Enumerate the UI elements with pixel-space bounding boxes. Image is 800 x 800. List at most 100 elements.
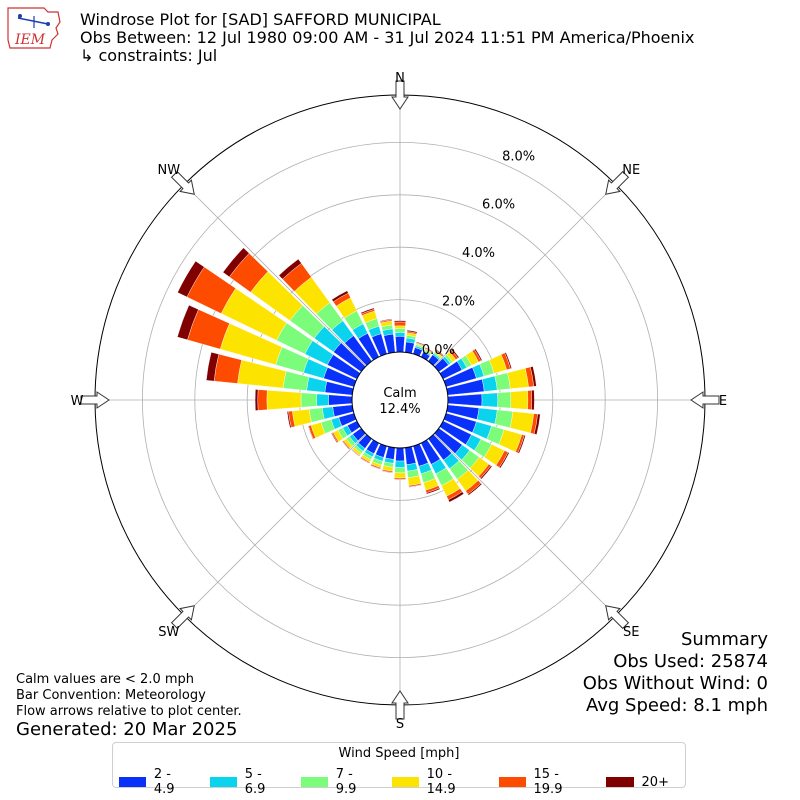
windrose-bar-segment xyxy=(282,370,310,391)
windrose-bar-segment xyxy=(509,411,534,434)
windrose-bar-segment xyxy=(331,290,349,303)
legend-item: 2 - 4.9 xyxy=(119,767,194,797)
windrose-bar-segment xyxy=(394,321,406,327)
windrose-bar-segment xyxy=(360,307,375,315)
grid-spoke xyxy=(433,184,616,367)
legend-item: 5 - 6.9 xyxy=(209,767,285,797)
legend-item: 20+ xyxy=(605,767,669,797)
windrose-bar-segment xyxy=(424,347,434,353)
legend-label: 20+ xyxy=(641,774,669,790)
legend-title: Wind Speed [mph] xyxy=(338,746,460,761)
windrose-bar-segment xyxy=(307,425,314,440)
windrose-bar-segment xyxy=(306,376,328,393)
windrose-bars xyxy=(177,247,541,503)
grid-spoke xyxy=(433,433,616,616)
windrose-bar-segment xyxy=(381,470,393,474)
windrose-bar-segment xyxy=(266,390,302,410)
compass-label: SE xyxy=(623,625,639,640)
calm-value: 12.4% xyxy=(379,402,420,417)
windrose-bar-segment xyxy=(370,465,381,470)
windrose-bar-segment xyxy=(393,320,407,323)
windrose-bar-segment xyxy=(222,247,250,278)
windrose-bar-segment xyxy=(395,336,405,353)
flow-arrow-icon xyxy=(80,391,110,409)
windrose-bar-segment xyxy=(451,348,460,359)
compass-label: SW xyxy=(158,625,179,640)
flow-arrow-icon xyxy=(391,690,409,720)
windrose-bar-segment xyxy=(393,479,407,481)
legend: Wind Speed [mph] 2 - 4.9 5 - 6.9 7 - 9.9 10… xyxy=(112,742,686,797)
windrose-bar-segment xyxy=(328,394,353,406)
summary-panel: Summary Obs Used: 25874 Obs Without Wind… xyxy=(583,629,768,717)
radial-tick-label: 6.0% xyxy=(482,198,515,213)
calm-label: Calm xyxy=(383,386,416,401)
flow-note: Flow arrows relative to plot center. xyxy=(16,704,242,719)
windrose-bar-segment xyxy=(499,451,510,469)
windrose-bar-segment xyxy=(527,390,533,410)
windrose-bar-segment xyxy=(292,408,312,427)
windrose-bar-segment xyxy=(530,366,537,387)
generated-date: Generated: 20 Mar 2025 xyxy=(16,719,238,740)
windrose-bar-segment xyxy=(394,325,406,329)
windrose-bar-segment xyxy=(351,449,360,457)
compass-label: S xyxy=(396,717,404,732)
radial-tick-label: 0.0% xyxy=(422,343,455,358)
summary-obs-used: Obs Used: 25874 xyxy=(613,651,768,672)
windrose-bar-segment xyxy=(504,352,512,369)
compass-label: W xyxy=(71,394,84,409)
windrose-bar-segment xyxy=(379,318,393,322)
windrose-bar-segment xyxy=(394,460,406,468)
compass-labels: N NE E SE S SW W NW xyxy=(71,71,728,732)
windrose-bar-segment xyxy=(177,260,205,298)
compass-label: NE xyxy=(622,163,640,178)
flow-arrows xyxy=(80,80,720,720)
windrose-bar-segment xyxy=(447,491,465,503)
windrose-bar-segment xyxy=(395,447,405,462)
calm-note: Calm values are < 2.0 mph xyxy=(16,672,195,687)
grid-spoke xyxy=(184,433,367,616)
windrose-bar-segment xyxy=(394,328,406,333)
windrose-bar-segment xyxy=(360,457,370,464)
legend-swatch xyxy=(391,777,419,787)
windrose-bar-segment xyxy=(426,487,441,495)
title-line-2: Obs Between: 12 Jul 1980 09:00 AM - 31 J… xyxy=(80,28,695,47)
windrose-bar-segment xyxy=(480,465,493,480)
windrose-bar-segment xyxy=(213,353,242,384)
windrose-bar-segment xyxy=(507,368,529,390)
windrose-bar-segment xyxy=(206,351,220,382)
radial-tick-label: 2.0% xyxy=(442,295,475,310)
windrose-bar-segment xyxy=(533,413,541,435)
windrose-bar-segment xyxy=(517,434,526,454)
windrose-bar-segment xyxy=(331,432,338,444)
windrose-bar-segment xyxy=(394,467,406,474)
legend-label: 10 - 14.9 xyxy=(426,767,456,797)
title-line-1: Windrose Plot for [SAD] SAFFORD MUNICIPA… xyxy=(80,10,441,29)
flow-arrow-icon xyxy=(690,391,720,409)
legend-label: 7 - 9.9 xyxy=(335,767,357,797)
summary-avg-speed: Avg Speed: 8.1 mph xyxy=(586,695,768,716)
legend-swatch xyxy=(209,777,237,787)
logo-text: IEM xyxy=(14,32,46,48)
compass-label: N xyxy=(395,71,405,86)
legend-items: 2 - 4.9 5 - 6.9 7 - 9.9 10 - 14.9 15 - 19.9 2… xyxy=(119,767,685,797)
windrose-bar-segment xyxy=(467,482,483,496)
summary-heading: Summary xyxy=(681,629,768,650)
legend-swatch xyxy=(605,777,634,787)
radial-ticks: 0.0% 2.0% 4.0% 6.0% 8.0% xyxy=(422,149,535,358)
windrose-bar-segment xyxy=(476,407,498,425)
flow-arrow-icon xyxy=(605,170,630,195)
windrose-bar-segment xyxy=(177,304,199,341)
windrose-bar-segment xyxy=(342,440,350,450)
windrose-bar-segment xyxy=(385,446,396,460)
compass-label: E xyxy=(719,394,727,409)
flow-arrow-icon xyxy=(170,605,195,630)
windrose-bar-segment xyxy=(408,484,422,488)
convention-note: Bar Convention: Meteorology xyxy=(16,688,206,703)
notes: Calm values are < 2.0 mph Bar Convention… xyxy=(16,672,242,720)
windrose-bar-segment xyxy=(474,348,483,362)
legend-item: 15 - 19.9 xyxy=(498,767,590,797)
legend-swatch xyxy=(119,777,146,787)
windrose-bar-segment xyxy=(300,392,318,408)
